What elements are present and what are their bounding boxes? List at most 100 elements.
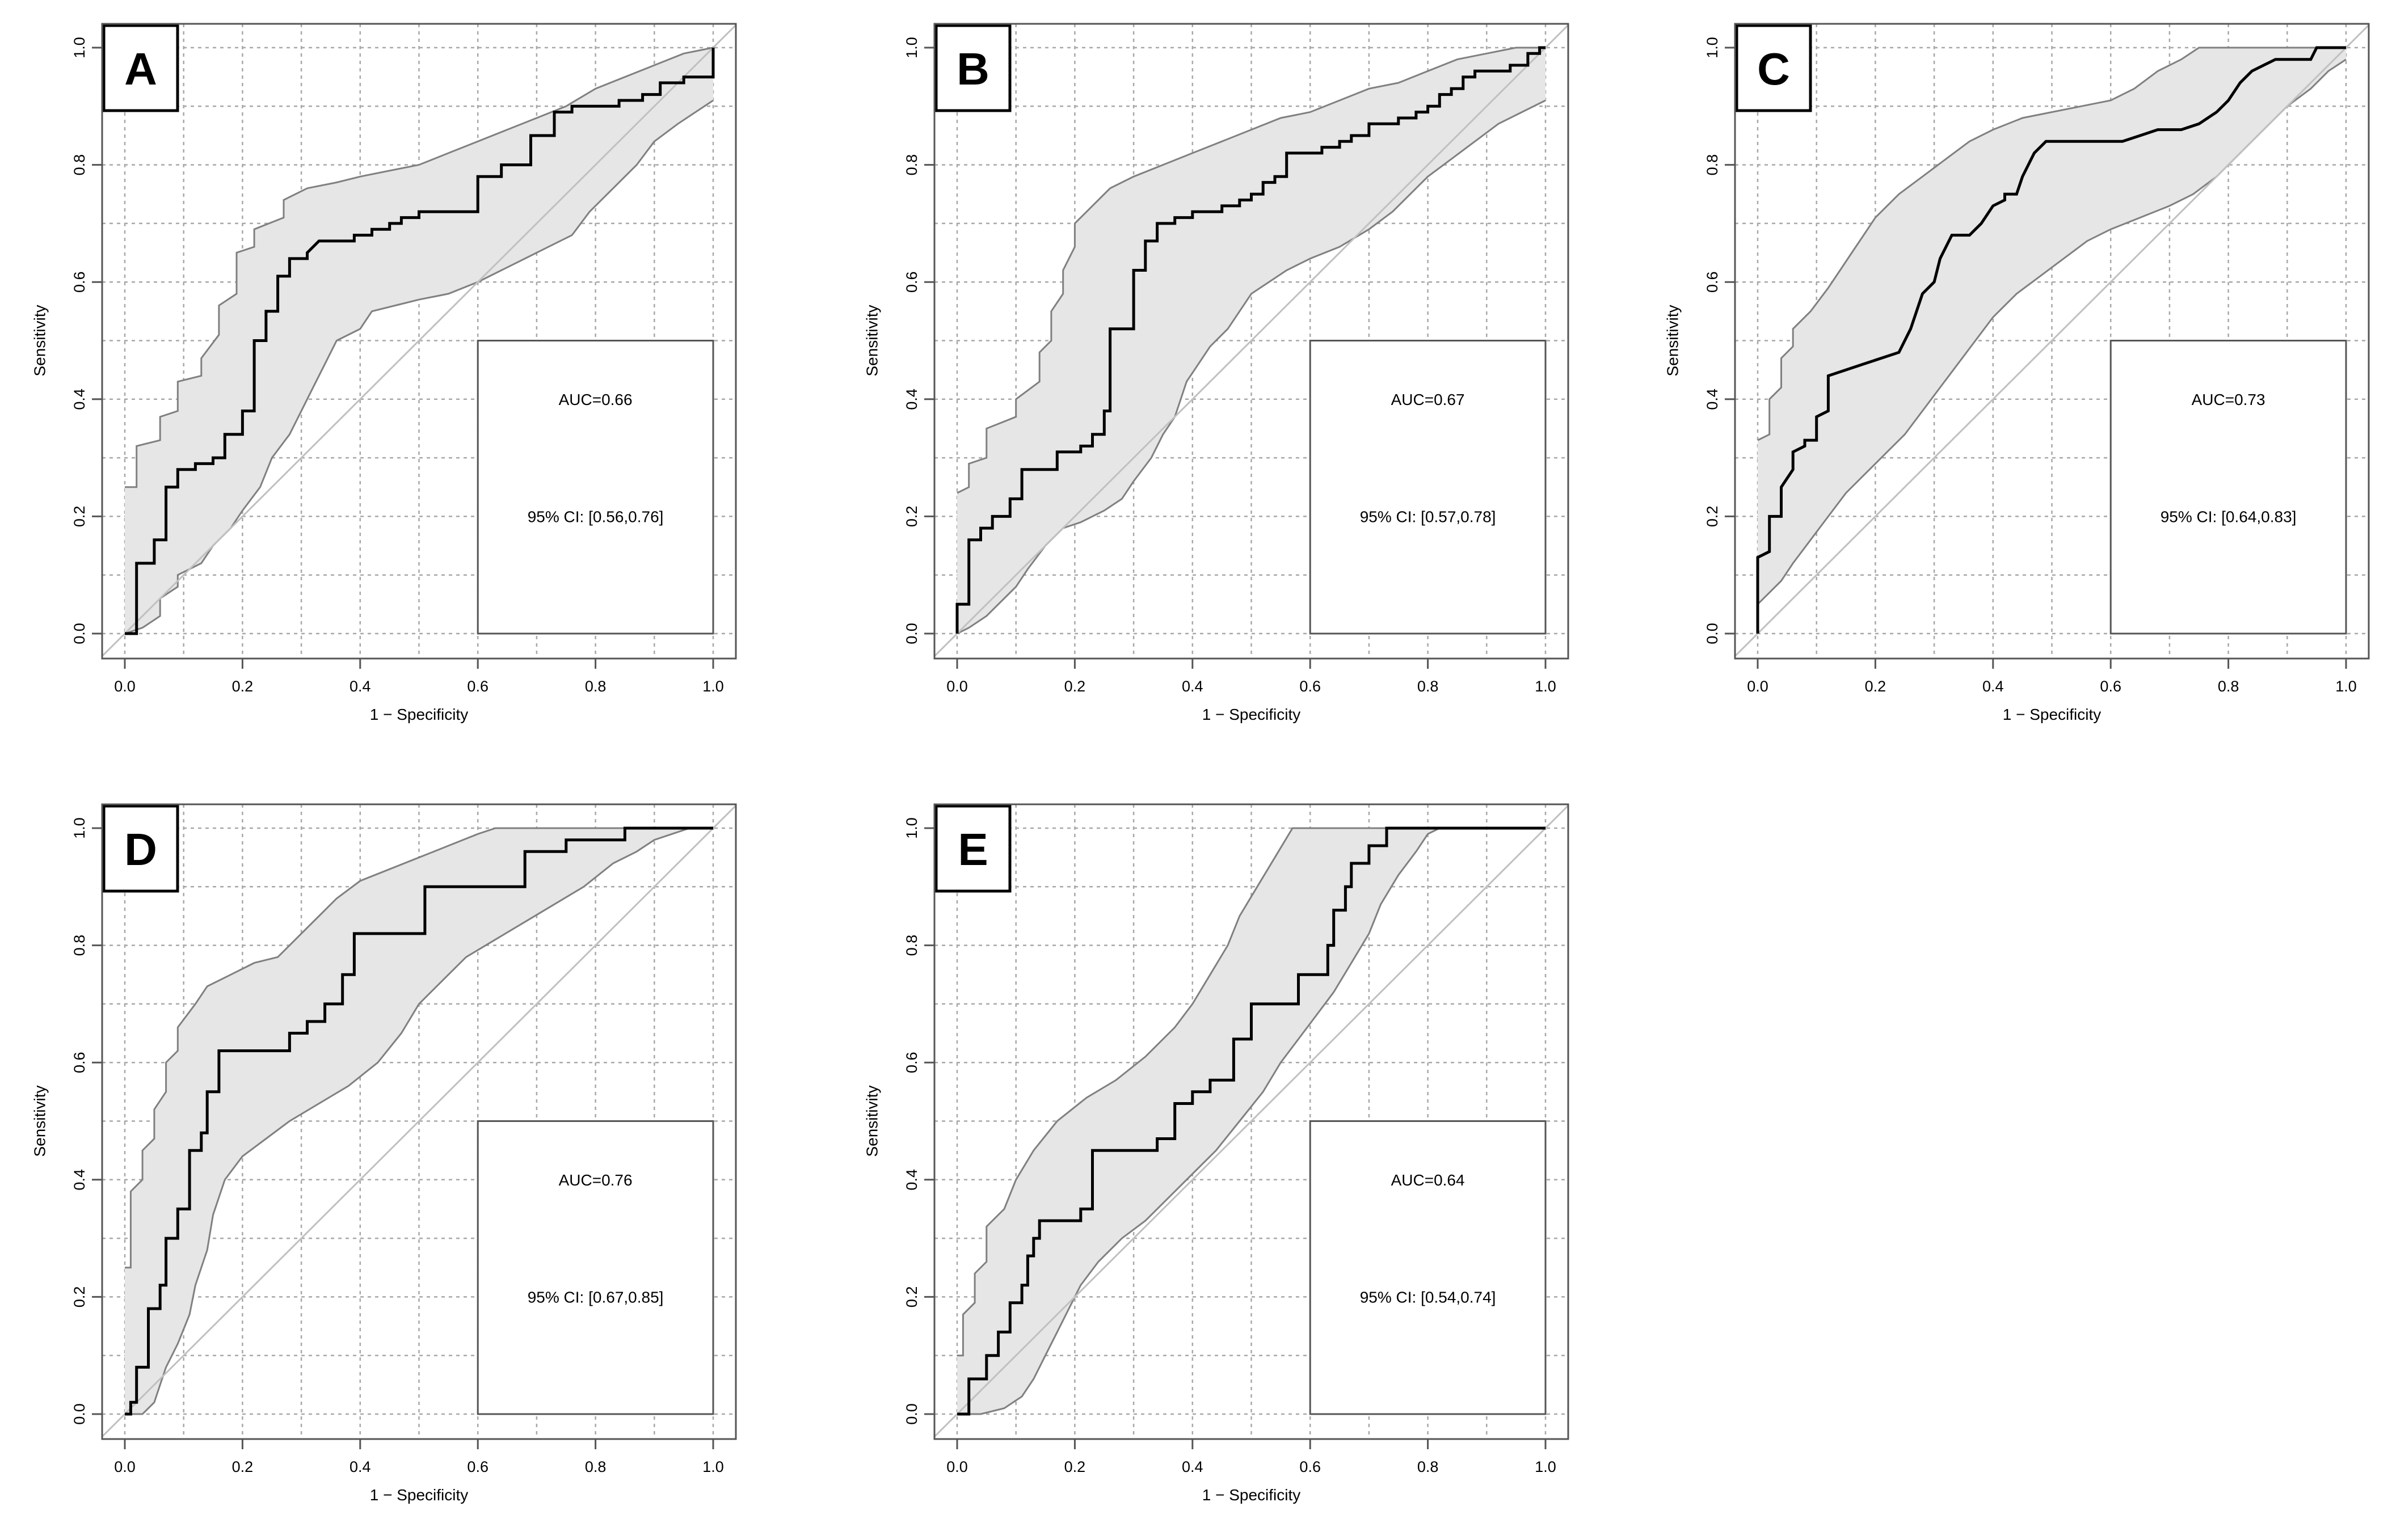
y-tick-label: 1.0 [903, 817, 920, 839]
y-tick-label: 0.6 [71, 271, 88, 293]
auc-value: AUC=0.64 [1391, 1171, 1465, 1189]
x-tick-label: 1.0 [2335, 678, 2357, 695]
x-tick-label: 0.4 [349, 678, 371, 695]
y-tick-label: 0.2 [71, 506, 88, 528]
x-tick-label: 0.6 [1299, 1458, 1321, 1475]
reference-diagonal [933, 805, 1569, 1437]
x-tick-label: 0.8 [2218, 678, 2239, 695]
x-tick-label: 0.2 [1064, 678, 1086, 695]
roc-panel-b: AUC=0.67 95% CI: [0.57,0.78] B 0.0 0.0 0.2 0.2… [864, 23, 1569, 723]
y-tick-label: 0.4 [1704, 389, 1721, 410]
y-tick-label: 1.0 [1704, 37, 1721, 58]
ci-upper-line [1757, 47, 2346, 441]
y-tick-label: 0.8 [903, 935, 920, 956]
y-tick-label: 0.0 [903, 623, 920, 644]
x-tick-label: 0.6 [2100, 678, 2121, 695]
y-tick-label: 0.2 [71, 1286, 88, 1308]
ci-value: 95% CI: [0.67,0.85] [528, 1288, 664, 1306]
plot-frame [101, 23, 737, 660]
panel-label-box [934, 804, 1012, 893]
ci-value: 95% CI: [0.57,0.78] [1360, 508, 1496, 525]
x-tick-label: 0.4 [1182, 678, 1203, 695]
x-tick-label: 1.0 [1535, 1458, 1556, 1475]
y-tick-label: 0.4 [71, 1169, 88, 1191]
panel-label-box [102, 804, 179, 893]
x-tick-label: 0.8 [1417, 678, 1439, 695]
plot-frame [1734, 23, 2370, 660]
y-tick-label: 0.2 [903, 1286, 920, 1308]
y-tick-label: 0.4 [71, 389, 88, 410]
x-tick-label: 0.0 [114, 1458, 136, 1475]
x-tick-label: 0.2 [232, 1458, 254, 1475]
x-tick-label: 1.0 [1535, 678, 1556, 695]
ci-lower-line [125, 827, 713, 1415]
y-tick-label: 0.4 [903, 1169, 920, 1191]
y-axis-title: Sensitivity [31, 1085, 49, 1157]
x-tick-label: 0.6 [467, 678, 488, 695]
auc-box [477, 1120, 714, 1415]
x-tick-label: 0.2 [1865, 678, 1886, 695]
x-tick-label: 0.8 [585, 678, 607, 695]
y-tick-label: 0.6 [1704, 271, 1721, 293]
panel-label-box [102, 24, 179, 112]
y-tick-label: 0.6 [71, 1052, 88, 1073]
ci-value: 95% CI: [0.54,0.74] [1360, 1288, 1496, 1306]
auc-value: AUC=0.73 [2192, 391, 2265, 408]
auc-box [1309, 1120, 1547, 1415]
auc-value: AUC=0.67 [1391, 391, 1465, 408]
roc-panel-e: AUC=0.64 95% CI: [0.54,0.74] E 0.0 0.0 0.2 0.2… [864, 803, 1569, 1504]
panel-label: B [957, 44, 989, 94]
plot-frame [101, 803, 737, 1440]
x-axis-title: 1 − Specificity [370, 706, 469, 723]
plot-frame [933, 803, 1569, 1440]
ci-value: 95% CI: [0.64,0.83] [2161, 508, 2297, 525]
roc-panel-c: AUC=0.73 95% CI: [0.64,0.83] C 0.0 0.0 0.2 0.2… [1664, 23, 2370, 723]
x-tick-label: 0.0 [1747, 678, 1768, 695]
auc-box [477, 340, 714, 635]
ci-lower-line [957, 99, 1546, 635]
x-tick-label: 0.4 [349, 1458, 371, 1475]
x-axis-title: 1 − Specificity [2003, 706, 2102, 723]
reference-diagonal [101, 24, 737, 657]
x-axis-title: 1 − Specificity [1202, 1486, 1301, 1504]
plot-frame [933, 23, 1569, 660]
y-tick-label: 0.0 [71, 623, 88, 644]
panel-label: D [124, 824, 157, 875]
y-axis-title: Sensitivity [1664, 305, 1682, 376]
y-axis-title: Sensitivity [864, 1085, 881, 1157]
reference-diagonal [1734, 24, 2370, 657]
x-tick-label: 0.6 [1299, 678, 1321, 695]
panel-label-box [1735, 24, 1812, 112]
reference-diagonal [101, 805, 737, 1437]
x-tick-label: 0.6 [467, 1458, 488, 1475]
y-tick-label: 0.4 [903, 389, 920, 410]
auc-box [1309, 340, 1547, 635]
y-axis-title: Sensitivity [864, 305, 881, 376]
y-tick-label: 0.8 [903, 154, 920, 176]
roc-panel-a: AUC=0.66 95% CI: [0.56,0.76] A 0.0 0.0 0.2 0.2… [31, 23, 737, 723]
panel-label: A [124, 44, 157, 94]
reference-diagonal [933, 24, 1569, 657]
y-tick-label: 1.0 [903, 37, 920, 58]
ci-upper-line [957, 827, 1545, 1357]
roc-curve [1756, 46, 2346, 634]
y-tick-label: 0.8 [71, 935, 88, 956]
x-tick-label: 1.0 [702, 1458, 724, 1475]
x-tick-label: 0.4 [1982, 678, 2004, 695]
y-tick-label: 0.8 [71, 154, 88, 176]
ci-upper-line [957, 47, 1545, 494]
y-tick-label: 0.0 [1704, 623, 1721, 644]
x-tick-label: 0.4 [1182, 1458, 1203, 1475]
ci-upper-line [125, 47, 714, 488]
y-tick-label: 0.0 [71, 1403, 88, 1425]
x-tick-label: 0.8 [585, 1458, 607, 1475]
roc-curve [957, 826, 1545, 1416]
x-tick-label: 0.0 [946, 678, 968, 695]
ci-upper-line [125, 827, 713, 1269]
roc-curve [125, 826, 713, 1416]
roc-curve [955, 46, 1545, 634]
x-axis-title: 1 − Specificity [1202, 706, 1301, 723]
auc-value: AUC=0.76 [559, 1171, 633, 1189]
roc-panel-d: AUC=0.76 95% CI: [0.67,0.85] D 0.0 0.0 0.2 0.2… [31, 803, 737, 1504]
